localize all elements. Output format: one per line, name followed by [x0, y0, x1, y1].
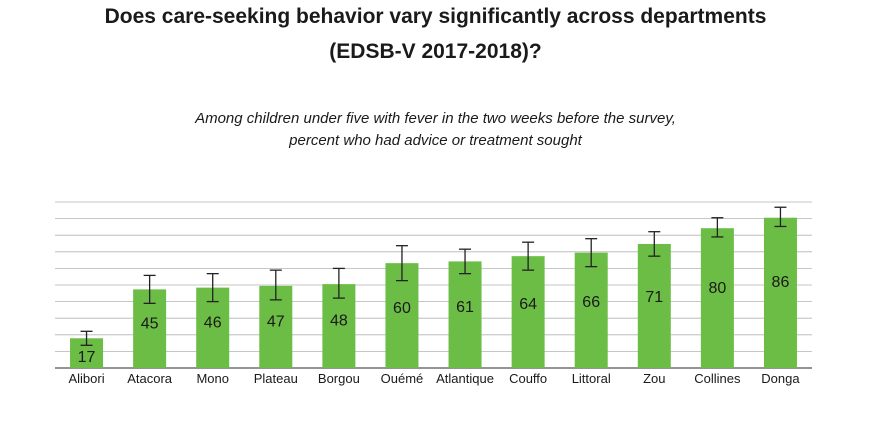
data-labels: 17 45 46 47 48 60 61 64 66 71 80 86 [78, 274, 790, 366]
category-label: Alibori [68, 371, 104, 386]
data-label: 64 [519, 296, 537, 313]
category-label: Zou [643, 371, 665, 386]
bars [70, 217, 797, 368]
data-label: 80 [708, 280, 726, 297]
chart-subtitle-line-1: Among children under five with fever in … [195, 110, 676, 127]
category-label: Collines [694, 371, 741, 386]
chart-subtitle-line-2: percent who had advice or treatment soug… [289, 132, 582, 149]
data-label: 46 [204, 314, 222, 331]
data-label: 47 [267, 313, 285, 330]
error-bars [80, 206, 787, 346]
category-label: Atlantique [436, 371, 494, 386]
bar [763, 217, 797, 368]
category-label: Atacora [127, 371, 173, 386]
category-label: Littoral [572, 371, 611, 386]
category-labels: Alibori Atacora Mono Plateau Borgou Ouémé Atla… [68, 371, 800, 386]
category-label: Borgou [318, 371, 360, 386]
data-label: 86 [772, 274, 790, 291]
chart-title-line-2: (EDSB-V 2017-2018)? [329, 40, 542, 63]
category-label: Mono [196, 371, 229, 386]
bar [637, 243, 671, 368]
data-label: 45 [141, 315, 159, 332]
data-label: 17 [78, 349, 96, 366]
data-label: 66 [582, 294, 600, 311]
category-label: Plateau [254, 371, 298, 386]
bar [700, 228, 734, 368]
data-label: 71 [645, 289, 663, 306]
data-label: 61 [456, 299, 474, 316]
bar [511, 256, 545, 368]
category-label: Donga [761, 371, 800, 386]
chart-title-line-1: Does care-seeking behavior vary signific… [104, 5, 767, 28]
gridlines [55, 201, 812, 369]
data-label: 48 [330, 312, 348, 329]
bar [574, 252, 608, 368]
category-label: Ouémé [381, 371, 424, 386]
category-label: Couffo [509, 371, 547, 386]
data-label: 60 [393, 300, 411, 317]
bar [448, 261, 482, 368]
